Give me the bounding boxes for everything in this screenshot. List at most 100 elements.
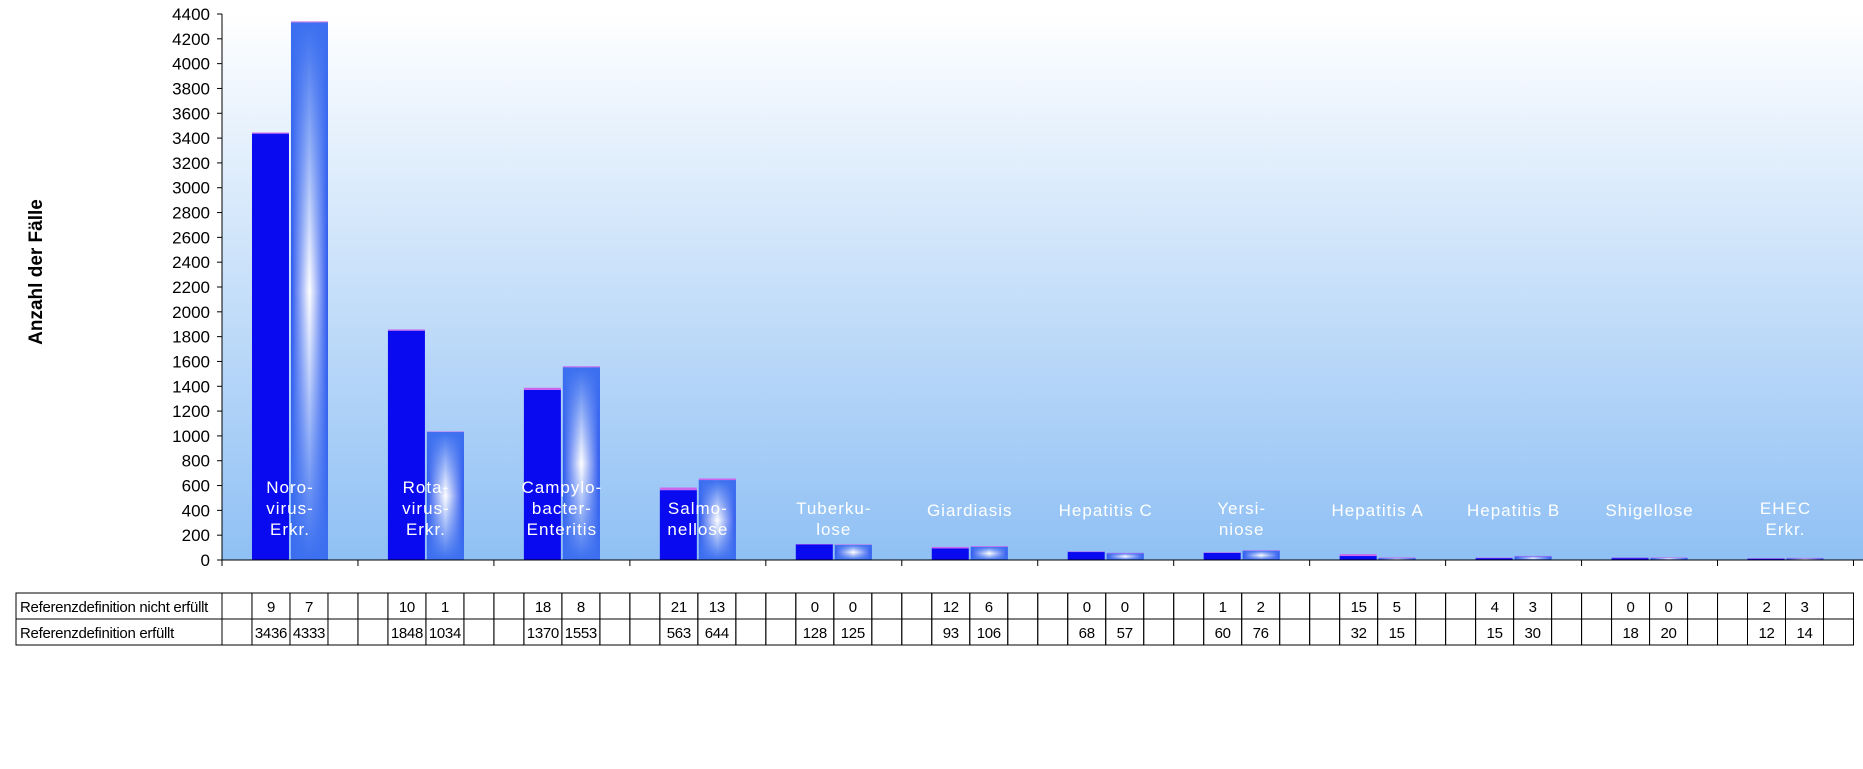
category-label: bacter- — [532, 499, 592, 518]
table-value: 93 — [943, 625, 959, 642]
table-spacer-cell — [1279, 592, 1311, 620]
table-value: 18 — [1623, 625, 1639, 642]
category-label: Giardiasis — [927, 501, 1013, 520]
bar-met — [795, 544, 833, 560]
table-value: 57 — [1117, 625, 1133, 642]
table-spacer-cell — [1415, 618, 1447, 646]
table-spacer-cell — [357, 618, 389, 646]
bar-met — [1203, 552, 1241, 560]
table-value: 12 — [943, 599, 959, 616]
table-spacer-cell — [1309, 618, 1341, 646]
table-spacer-cell — [1445, 592, 1477, 620]
table-spacer-cell — [493, 592, 525, 620]
y-tick-label: 3200 — [172, 154, 210, 173]
table-spacer-cell — [629, 618, 661, 646]
bar-met — [1067, 551, 1105, 560]
y-tick-label: 200 — [182, 526, 210, 545]
table-value: 0 — [811, 599, 819, 616]
table-spacer-cell — [1173, 592, 1205, 620]
table-spacer-cell — [1279, 618, 1311, 646]
bar-met-shade — [1378, 558, 1416, 560]
category-label: Salmo- — [668, 499, 728, 518]
y-tick-label: 3600 — [172, 104, 210, 123]
bar-not-met — [698, 478, 736, 481]
y-tick-label: 1400 — [172, 377, 210, 396]
table-value: 7 — [305, 599, 313, 616]
bar-not-met — [1786, 557, 1824, 559]
bar-met-shade — [834, 544, 872, 560]
y-tick-label: 2600 — [172, 228, 210, 247]
table-value: 5 — [1393, 599, 1401, 616]
table-value: 15 — [1389, 625, 1405, 642]
table-spacer-cell — [1823, 592, 1854, 620]
table-value: 60 — [1215, 625, 1231, 642]
y-tick-label: 3400 — [172, 129, 210, 148]
table-spacer-cell — [327, 618, 359, 646]
table-spacer-cell — [1007, 618, 1039, 646]
table-spacer-cell — [1445, 618, 1477, 646]
table-value: 30 — [1525, 625, 1541, 642]
bar-not-met — [970, 546, 1008, 547]
table-value: 8 — [577, 599, 585, 616]
y-tick-label: 3800 — [172, 79, 210, 98]
y-tick-label: 1200 — [172, 402, 210, 421]
table-spacer-cell — [901, 618, 933, 646]
category-label: Rota- — [403, 478, 450, 497]
table-value: 12 — [1758, 625, 1774, 642]
table-value: 106 — [977, 625, 1001, 642]
bar-met — [1611, 557, 1649, 560]
bar-not-met — [659, 487, 697, 491]
table-value: 21 — [671, 599, 687, 616]
table-spacer-cell — [1717, 592, 1749, 620]
bar-not-met — [1611, 557, 1649, 559]
table-value: 125 — [841, 625, 865, 642]
table-value: 0 — [1627, 599, 1635, 616]
bar-not-met — [834, 544, 872, 545]
table-row-label: Referenzdefinition nicht erfüllt — [20, 599, 209, 616]
table-spacer-cell — [1551, 618, 1583, 646]
bar-not-met — [523, 387, 561, 390]
bar-not-met — [251, 132, 289, 134]
table-value: 10 — [399, 599, 415, 616]
category-label: virus- — [402, 499, 450, 518]
bar-met-shade — [1786, 558, 1824, 560]
table-spacer-cell — [1007, 592, 1039, 620]
bar-not-met — [1747, 558, 1785, 559]
y-tick-label: 400 — [182, 501, 210, 520]
category-label: Campylo- — [522, 478, 603, 497]
table-spacer-cell — [599, 592, 631, 620]
table-value: 2 — [1257, 599, 1265, 616]
y-tick-label: 2200 — [172, 278, 210, 297]
bar-met-shade — [1242, 550, 1280, 560]
bar-not-met — [1242, 550, 1280, 551]
bar-not-met — [426, 431, 464, 433]
table-spacer-cell — [1717, 618, 1749, 646]
table-value: 76 — [1253, 625, 1269, 642]
table-spacer-cell — [1687, 618, 1719, 646]
category-label: Noro- — [266, 478, 314, 497]
table-value: 9 — [267, 599, 275, 616]
table-value: 128 — [803, 625, 827, 642]
bar-not-met — [290, 21, 328, 23]
y-tick-label: 4200 — [172, 30, 210, 49]
table-value: 68 — [1079, 625, 1095, 642]
table-value: 3436 — [255, 625, 287, 642]
table-spacer-cell — [1415, 592, 1447, 620]
category-label: Erkr. — [270, 520, 310, 539]
bar-met-shade — [698, 480, 736, 560]
table-value: 14 — [1796, 625, 1812, 642]
table-value: 1 — [441, 599, 449, 616]
table-spacer-cell — [357, 592, 389, 620]
bar-not-met — [1067, 551, 1105, 553]
bar-met — [523, 389, 561, 560]
table-spacer-cell — [599, 618, 631, 646]
table-value: 4 — [1491, 599, 1499, 616]
table-spacer-cell — [1823, 618, 1854, 646]
category-label: niose — [1219, 520, 1265, 539]
table-spacer-cell — [463, 592, 495, 620]
bar-met — [1339, 556, 1377, 560]
bar-not-met — [1339, 554, 1377, 557]
table-spacer-cell — [765, 592, 797, 620]
table-value: 3 — [1529, 599, 1537, 616]
